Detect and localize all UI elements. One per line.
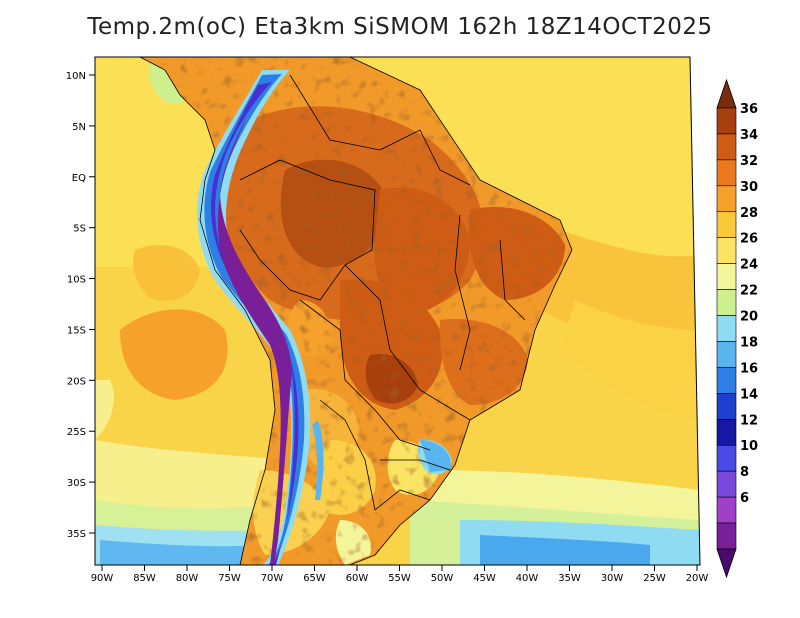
lon-tick-label: 45W	[473, 573, 496, 584]
colorbar-cell	[716, 341, 737, 368]
colorbar: 36 34 32 30 28 26 24 22 20 18 16 14 12 10 8 6	[716, 78, 758, 579]
lon-tick-label: 55W	[388, 573, 411, 584]
colorbar-label: 28	[740, 206, 758, 221]
colorbar-cell	[716, 78, 737, 109]
colorbar-label: 8	[740, 465, 749, 480]
lat-tick-label: 10N	[66, 71, 86, 82]
lat-tick-label: 20S	[67, 376, 86, 387]
lat-tick-label: 5S	[73, 224, 86, 235]
colorbar-label: 26	[740, 232, 758, 247]
lon-tick-label: 90W	[91, 573, 114, 584]
colorbar-label: 10	[740, 439, 758, 454]
lat-tick-label: EQ	[72, 173, 86, 184]
colorbar-cell	[716, 107, 737, 135]
colorbar-cell	[716, 315, 737, 342]
lat-tick-label: 10S	[67, 275, 86, 286]
lat-tick-label: 35S	[67, 529, 86, 540]
lon-tick-label: 60W	[346, 573, 369, 584]
colorbar-label: 12	[740, 413, 758, 428]
colorbar-label: 36	[740, 102, 758, 117]
colorbar-cell	[716, 211, 737, 239]
colorbar-label: 6	[740, 491, 749, 506]
map-title: Temp.2m(oC) Eta3km SiSMOM 162h 18Z14OCT2…	[87, 14, 713, 40]
colorbar-cell	[716, 133, 737, 161]
lon-tick-label: 85W	[133, 573, 156, 584]
lat-tick-label: 30S	[67, 478, 86, 489]
colorbar-cell	[716, 237, 737, 264]
lon-tick-label: 20W	[686, 573, 709, 584]
lat-tick-label: 5N	[72, 122, 86, 133]
colorbar-label: 18	[740, 335, 758, 350]
colorbar-cell	[716, 522, 737, 550]
colorbar-label: 34	[740, 128, 758, 143]
lon-tick-label: 75W	[218, 573, 241, 584]
lon-tick-label: 80W	[176, 573, 199, 584]
lon-tick-label: 50W	[431, 573, 454, 584]
colorbar-cell	[716, 496, 737, 524]
lon-tick-label: 65W	[303, 573, 326, 584]
lat-tick-label: 25S	[67, 427, 86, 438]
colorbar-cell	[716, 393, 737, 420]
colorbar-cell	[716, 185, 737, 213]
colorbar-cell	[716, 159, 737, 187]
colorbar-cell	[716, 367, 737, 394]
lon-tick-label: 70W	[261, 573, 284, 584]
colorbar-label: 32	[740, 154, 758, 169]
colorbar-cell	[716, 289, 737, 316]
colorbar-cell	[716, 470, 737, 498]
colorbar-label: 14	[740, 387, 758, 402]
colorbar-label: 30	[740, 180, 758, 195]
colorbar-label: 16	[740, 361, 758, 376]
colorbar-cell	[716, 418, 737, 446]
longitude-axis: 90W 85W 80W 75W 70W 65W 60W 55W 50W 45W 40W 35W 30W 2…	[91, 565, 709, 584]
lon-tick-label: 30W	[601, 573, 624, 584]
colorbar-cell	[716, 548, 737, 579]
colorbar-label: 20	[740, 310, 758, 325]
andes-cold-band	[197, 70, 451, 565]
map-frame	[94, 56, 701, 566]
latitude-axis: 10N 5N EQ 5S 10S 15S 20S 25S 30S 35S	[66, 71, 95, 540]
colorbar-cell	[716, 263, 737, 290]
lat-tick-label: 15S	[67, 325, 86, 336]
colorbar-label: 24	[740, 258, 758, 273]
lon-tick-label: 35W	[558, 573, 581, 584]
colorbar-cell	[716, 444, 737, 472]
lon-tick-label: 25W	[643, 573, 666, 584]
political-borders	[139, 56, 573, 566]
colorbar-label: 22	[740, 284, 758, 299]
lon-tick-label: 40W	[516, 573, 539, 584]
